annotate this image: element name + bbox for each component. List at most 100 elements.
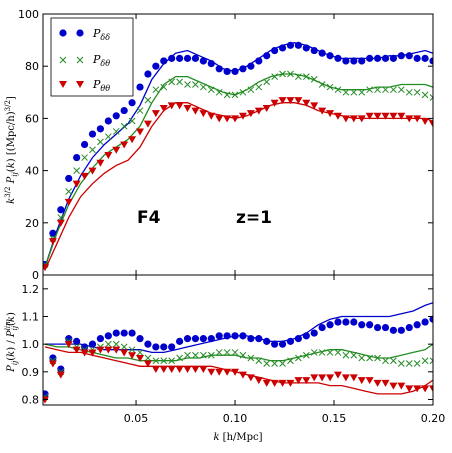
data-point-delta-theta: [382, 86, 389, 94]
data-point-delta-delta: [80, 343, 89, 351]
data-point-delta-theta: [397, 86, 405, 94]
data-point-delta-delta: [381, 54, 390, 62]
data-point-delta-delta: [342, 57, 350, 65]
data-point-delta-delta: [310, 329, 318, 337]
data-point-theta-theta: [365, 377, 374, 385]
data-point-delta-theta: [152, 357, 160, 365]
data-point-theta-theta: [96, 346, 105, 354]
y-tick-label: 1.0: [22, 338, 40, 351]
data-point-delta-delta: [223, 67, 231, 76]
legend-marker-delta-theta: [76, 56, 84, 64]
data-point-delta-theta: [374, 86, 381, 94]
data-point-delta-theta: [215, 349, 223, 356]
y-tick-label: 80: [25, 60, 39, 73]
data-point-delta-delta: [334, 318, 342, 326]
legend: Pδδ Pδθ Pθθ: [50, 17, 134, 97]
data-point-theta-theta: [333, 112, 342, 120]
data-point-theta-theta: [128, 352, 137, 360]
data-point-theta-theta: [104, 346, 113, 354]
data-point-theta-theta: [262, 379, 271, 387]
data-point-theta-theta: [88, 349, 97, 357]
data-point-delta-delta: [49, 229, 57, 237]
data-point-delta-theta: [192, 81, 199, 88]
data-point-delta-theta: [73, 167, 81, 174]
data-point-delta-theta: [231, 349, 239, 356]
data-point-delta-theta: [390, 357, 397, 365]
data-point-delta-delta: [263, 337, 271, 345]
data-point-theta-theta: [238, 112, 247, 120]
data-point-theta-theta: [167, 366, 176, 374]
data-point-theta-theta: [286, 97, 295, 105]
data-point-delta-delta: [271, 46, 279, 55]
data-point-theta-theta: [429, 385, 433, 393]
data-point-delta-delta: [318, 49, 326, 57]
top-panel: 0 20 40 60 80 100 k3/2 Pij(k) [(Mpc/h)3/2] F4…: [4, 8, 434, 282]
data-point-theta-theta: [215, 368, 224, 376]
data-point-theta-theta: [64, 341, 73, 349]
data-point-theta-theta: [405, 115, 414, 123]
data-point-theta-theta: [310, 374, 319, 382]
data-point-theta-theta: [373, 379, 382, 387]
data-point-theta-theta: [413, 385, 422, 393]
data-point-delta-delta: [104, 332, 112, 340]
data-point-delta-theta: [207, 351, 215, 359]
data-point-delta-delta: [183, 54, 192, 62]
top-plot-area: [43, 41, 433, 272]
data-point-delta-theta: [57, 214, 65, 221]
data-point-delta-delta: [49, 354, 57, 362]
data-point-delta-delta: [128, 329, 136, 337]
data-point-theta-theta: [191, 107, 200, 115]
data-point-delta-delta: [326, 321, 334, 329]
data-point-theta-theta: [341, 115, 350, 123]
data-point-delta-delta: [199, 57, 207, 65]
data-point-theta-theta: [96, 159, 105, 167]
data-point-delta-theta: [239, 88, 247, 96]
data-point-delta-delta: [429, 57, 433, 65]
x-tick-label: 0.10: [223, 412, 248, 425]
data-point-delta-theta: [215, 88, 223, 96]
data-point-delta-delta: [342, 318, 350, 326]
data-point-theta-theta: [56, 371, 65, 379]
data-point-theta-theta: [246, 110, 255, 118]
data-point-theta-theta: [357, 377, 366, 385]
data-point-theta-theta: [397, 382, 406, 390]
data-point-delta-delta: [263, 52, 271, 60]
data-point-theta-theta: [413, 115, 422, 123]
data-point-delta-theta: [160, 83, 168, 91]
data-point-delta-theta: [247, 86, 255, 94]
data-point-delta-delta: [136, 83, 144, 91]
data-point-delta-delta: [152, 343, 160, 351]
data-point-theta-theta: [421, 385, 430, 393]
data-point-theta-theta: [120, 141, 129, 149]
legend-marker-theta-theta: [59, 81, 67, 88]
data-point-delta-delta: [397, 326, 405, 334]
data-point-delta-delta: [96, 335, 105, 343]
data-point-delta-theta: [128, 346, 136, 354]
data-point-theta-theta: [199, 366, 208, 374]
data-point-theta-theta: [191, 366, 200, 374]
legend-marker-delta-delta: [76, 29, 84, 37]
data-point-delta-delta: [183, 335, 192, 343]
bottom-y-axis-label: Pij(k) / Plinij(k): [4, 312, 19, 373]
data-point-delta-theta: [421, 91, 429, 99]
data-point-delta-delta: [215, 332, 223, 340]
data-point-theta-theta: [175, 102, 184, 110]
data-point-delta-theta: [334, 86, 342, 94]
x-tick-label: 0.05: [124, 412, 149, 425]
data-point-delta-theta: [176, 78, 183, 86]
data-point-delta-theta: [421, 357, 429, 365]
data-point-theta-theta: [120, 349, 129, 357]
data-point-delta-delta: [294, 335, 302, 343]
data-point-delta-delta: [389, 54, 398, 62]
data-point-delta-theta: [342, 88, 350, 96]
data-point-delta-theta: [326, 83, 334, 91]
data-point-delta-delta: [223, 332, 231, 340]
data-point-delta-theta: [255, 357, 263, 365]
data-point-theta-theta: [56, 219, 65, 227]
data-point-theta-theta: [357, 115, 366, 123]
data-point-delta-theta: [184, 351, 191, 359]
data-point-delta-theta: [263, 360, 271, 367]
data-point-delta-theta: [310, 75, 318, 83]
plot-series-group: [43, 41, 433, 272]
